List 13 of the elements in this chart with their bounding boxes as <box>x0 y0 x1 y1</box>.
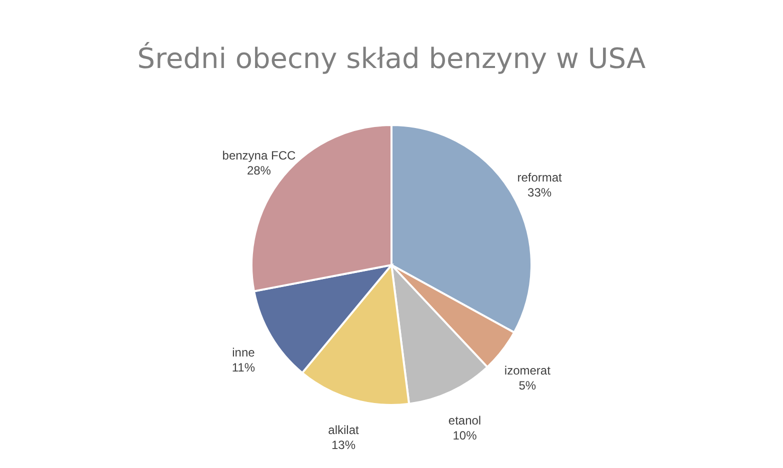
data-label: 10% <box>452 428 478 443</box>
data-label: 5% <box>518 378 536 392</box>
slice-label: alkilat <box>328 423 360 438</box>
slice-label: etanol <box>448 414 482 428</box>
slice-label: benzyna FCC <box>222 148 296 162</box>
slice-label: reformat <box>517 170 563 184</box>
data-label: 13% <box>332 438 356 452</box>
data-label: 33% <box>528 185 552 200</box>
data-label: 11% <box>232 360 256 375</box>
slice-label: inne <box>232 346 256 360</box>
chart-title: Średni obecny skład benzyny w USA <box>137 42 646 75</box>
slice-label: izomerat <box>504 363 552 378</box>
data-label: 28% <box>246 163 272 178</box>
